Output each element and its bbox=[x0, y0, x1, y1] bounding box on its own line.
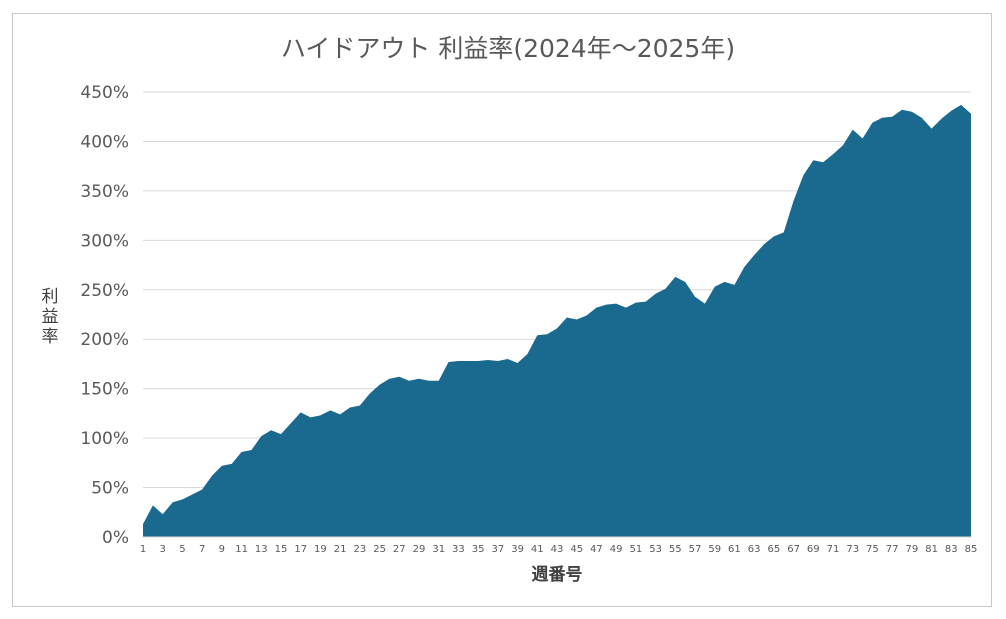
x-tick-label: 45 bbox=[570, 544, 583, 555]
x-tick-label: 31 bbox=[432, 544, 445, 555]
x-tick-label: 17 bbox=[294, 544, 307, 555]
x-tick-label: 21 bbox=[334, 544, 347, 555]
x-tick-label: 33 bbox=[452, 544, 465, 555]
x-tick-label: 55 bbox=[669, 544, 682, 555]
x-axis-label: 週番号 bbox=[532, 565, 583, 585]
x-tick-label: 47 bbox=[590, 544, 603, 555]
x-tick-label: 11 bbox=[235, 544, 248, 555]
x-tick-label: 63 bbox=[748, 544, 761, 555]
x-tick-label: 29 bbox=[413, 544, 426, 555]
x-tick-label: 85 bbox=[965, 544, 978, 555]
x-tick-label: 53 bbox=[649, 544, 662, 555]
x-tick-label: 23 bbox=[353, 544, 366, 555]
chart-title: ハイドアウト 利益率(2024年～2025年) bbox=[281, 34, 735, 63]
x-tick-label: 13 bbox=[255, 544, 268, 555]
x-tick-label: 43 bbox=[551, 544, 564, 555]
x-tick-label: 1 bbox=[140, 544, 146, 555]
y-tick-label: 300% bbox=[80, 231, 129, 251]
x-tick-label: 57 bbox=[689, 544, 702, 555]
x-tick-label: 49 bbox=[610, 544, 623, 555]
x-tick-label: 51 bbox=[629, 544, 642, 555]
x-tick-label: 3 bbox=[160, 544, 166, 555]
x-tick-label: 65 bbox=[767, 544, 780, 555]
x-tick-label: 69 bbox=[807, 544, 820, 555]
x-tick-label: 61 bbox=[728, 544, 741, 555]
x-tick-label: 41 bbox=[531, 544, 544, 555]
x-tick-label: 75 bbox=[866, 544, 879, 555]
x-tick-label: 37 bbox=[491, 544, 504, 555]
y-tick-label: 50% bbox=[91, 479, 129, 499]
x-tick-label: 25 bbox=[373, 544, 386, 555]
y-tick-label: 400% bbox=[80, 132, 129, 152]
x-tick-label: 71 bbox=[827, 544, 840, 555]
y-axis-label: 利益率 bbox=[42, 287, 59, 347]
x-tick-label: 79 bbox=[905, 544, 918, 555]
y-tick-label: 250% bbox=[80, 281, 129, 301]
x-tick-label: 67 bbox=[787, 544, 800, 555]
x-axis-ticks: 1 3 5 7 9 11 13 15 17 19 21 23 25 27 29 31 33 35 37 39 41 43 4… bbox=[140, 544, 978, 555]
x-tick-label: 19 bbox=[314, 544, 327, 555]
y-tick-label: 350% bbox=[80, 182, 129, 202]
x-tick-label: 5 bbox=[179, 544, 185, 555]
x-tick-label: 9 bbox=[219, 544, 225, 555]
x-tick-label: 35 bbox=[472, 544, 485, 555]
y-tick-label: 100% bbox=[80, 429, 129, 449]
y-axis-ticks: 0% 50% 100% 150% 200% 250% 300% 350% 400% 450% bbox=[80, 83, 129, 548]
x-tick-label: 59 bbox=[708, 544, 721, 555]
x-tick-label: 73 bbox=[846, 544, 859, 555]
x-tick-label: 15 bbox=[275, 544, 288, 555]
x-tick-label: 27 bbox=[393, 544, 406, 555]
y-tick-label: 450% bbox=[80, 83, 129, 103]
x-tick-label: 7 bbox=[199, 544, 205, 555]
x-tick-label: 77 bbox=[886, 544, 899, 555]
profit-rate-area bbox=[143, 104, 971, 538]
x-tick-label: 81 bbox=[925, 544, 938, 555]
y-tick-label: 200% bbox=[80, 330, 129, 350]
y-tick-label: 0% bbox=[102, 528, 129, 548]
x-tick-label: 83 bbox=[945, 544, 958, 555]
x-tick-label: 39 bbox=[511, 544, 524, 555]
y-tick-label: 150% bbox=[80, 380, 129, 400]
